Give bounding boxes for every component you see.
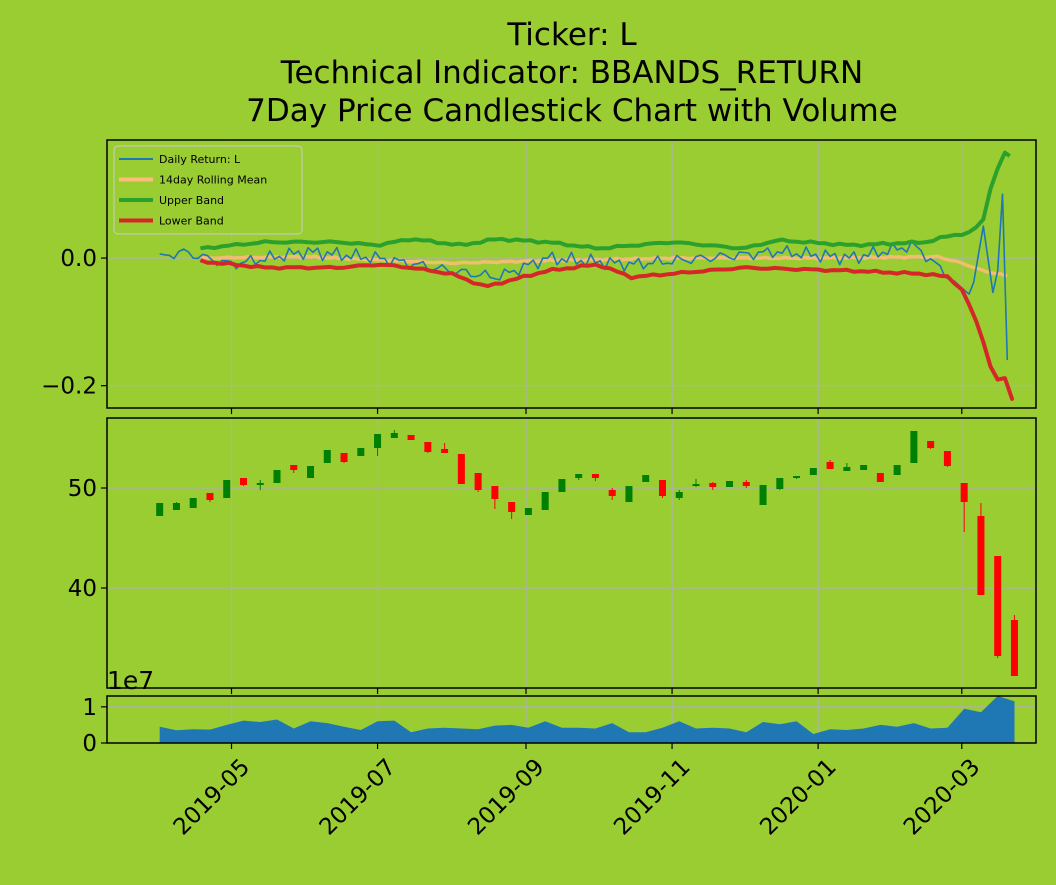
candle-up: [256, 483, 264, 485]
candle-down: [508, 502, 516, 512]
candle-up: [307, 466, 315, 478]
candle-up: [625, 486, 633, 502]
candle-up: [692, 484, 700, 486]
candle-up: [541, 492, 549, 510]
candle-down: [742, 482, 750, 486]
candle-up: [642, 475, 650, 482]
candle-up: [390, 433, 398, 438]
candle-down: [1010, 620, 1018, 676]
candle-down: [977, 516, 985, 595]
candle-down: [591, 474, 599, 478]
candlestick-grid: [107, 418, 1036, 688]
candle-down: [943, 451, 951, 466]
candle-down: [826, 462, 834, 469]
legend-label-lower-band: Lower Band: [159, 215, 224, 228]
volume-area: [159, 696, 1015, 743]
legend-label-daily-return: Daily Return: L: [159, 153, 241, 166]
legend-label-upper-band: Upper Band: [159, 194, 224, 207]
rolling-mean-line: [200, 254, 1008, 278]
chart-title-line-3: 7Day Price Candlestick Chart with Volume: [246, 93, 898, 129]
candle-up: [156, 503, 164, 516]
candle-down: [457, 454, 465, 484]
candlestick-y-ticks: 50 40: [68, 476, 107, 602]
volume-series-group: [159, 696, 1015, 743]
candle-up: [843, 467, 851, 471]
ret-y-tick-label: −0.2: [41, 374, 97, 400]
candle-up: [558, 479, 566, 492]
ret-y-tick-label: 0.0: [60, 246, 97, 272]
candle-down: [239, 478, 247, 485]
candle-up: [524, 508, 532, 515]
candle-up: [759, 485, 767, 505]
candlestick-panel-background: [107, 418, 1036, 688]
candle-down: [441, 449, 449, 453]
candle-up: [910, 431, 918, 463]
returns-panel-frame: [106, 139, 1037, 409]
candle-up: [793, 476, 801, 478]
candle-up: [860, 465, 868, 470]
candlestick-panel-frame: [106, 417, 1037, 689]
returns-y-ticks: 0.0 −0.2: [41, 246, 107, 400]
candle-up: [223, 480, 231, 498]
returns-x-tick-marks: [230, 408, 963, 414]
legend-label-rolling-mean: 14day Rolling Mean: [159, 174, 267, 187]
candle-up: [323, 450, 331, 463]
candle-up: [726, 481, 734, 487]
candle-up: [189, 498, 197, 508]
candle-down: [658, 480, 666, 496]
candle-down: [994, 556, 1002, 656]
candlestick-panel: 50 40: [68, 417, 1037, 694]
volume-y-ticks: 10: [82, 695, 107, 757]
candle-down: [709, 483, 717, 487]
candle-down: [340, 453, 348, 462]
candle-down: [491, 486, 499, 499]
candlestick-x-tick-marks: [230, 688, 963, 694]
returns-legend: Daily Return: L 14day Rolling Mean Upper B…: [113, 145, 303, 235]
returns-panel: 0.0 −0.2 Daily Return: L 14day Rolling Mea…: [41, 139, 1037, 414]
vol-y-tick-label: 1: [82, 695, 97, 721]
candle-down: [290, 465, 298, 470]
cdl-y-tick-label: 50: [68, 476, 97, 502]
candle-down: [927, 441, 935, 448]
candle-up: [575, 474, 583, 478]
candle-down: [608, 490, 616, 496]
vol-y-tick-label: 0: [82, 731, 97, 757]
candlestick-series-group: [156, 430, 1018, 676]
candle-up: [776, 478, 784, 489]
legend-box: [113, 145, 303, 235]
lower-band-line: [199, 258, 1015, 401]
candle-up: [172, 503, 180, 510]
candle-up: [675, 492, 683, 498]
volume-panel-frame: [106, 695, 1037, 744]
candle-up: [809, 468, 817, 475]
upper-band-line: [200, 150, 1011, 251]
volume-offset-label: 1e7: [107, 666, 154, 695]
returns-series-group: [159, 150, 1015, 401]
candle-down: [206, 493, 214, 500]
chart-title-line-1: Ticker: L: [506, 17, 637, 53]
candle-down: [876, 473, 884, 482]
cdl-y-tick-label: 40: [68, 576, 97, 602]
candle-up: [357, 448, 365, 456]
candle-up: [374, 434, 382, 448]
candle-down: [424, 442, 432, 452]
chart-title-line-2: Technical Indicator: BBANDS_RETURN: [280, 55, 863, 91]
candle-up: [273, 470, 281, 483]
daily-return-line: [159, 193, 1009, 361]
candle-down: [407, 435, 415, 440]
candle-down: [960, 483, 968, 502]
candle-up: [893, 465, 901, 475]
candle-down: [474, 473, 482, 490]
